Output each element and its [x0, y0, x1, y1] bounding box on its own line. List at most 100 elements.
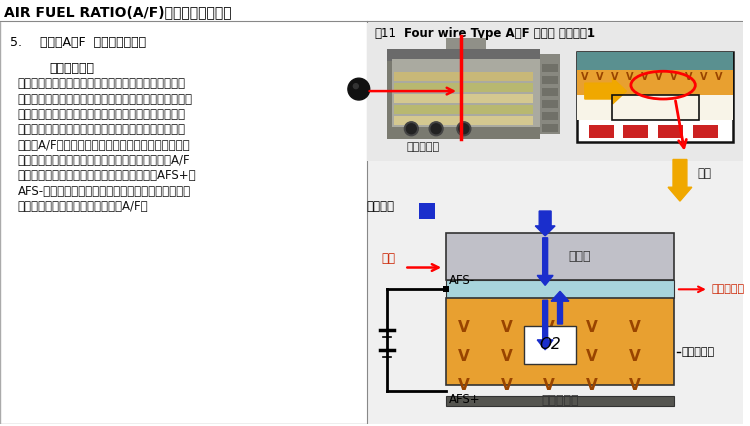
- Bar: [542, 64, 558, 72]
- Text: 电流: 电流: [382, 251, 395, 265]
- Text: V: V: [500, 377, 512, 392]
- Bar: [589, 125, 613, 138]
- FancyArrow shape: [585, 78, 626, 104]
- Text: V: V: [610, 72, 618, 82]
- FancyArrow shape: [536, 211, 555, 236]
- Circle shape: [353, 83, 358, 89]
- Text: V: V: [656, 72, 663, 82]
- Text: 基本工作原理: 基本工作原理: [50, 62, 94, 75]
- Text: V: V: [586, 377, 598, 392]
- Bar: [542, 100, 558, 108]
- Text: V: V: [458, 349, 470, 364]
- Bar: [394, 105, 533, 114]
- Text: V: V: [543, 320, 555, 335]
- Text: 相对应的氧气就会通过氧化锆元件。由于通过AFS+与: 相对应的氧气就会通过氧化锆元件。由于通过AFS+与: [18, 170, 196, 182]
- Bar: [524, 326, 576, 364]
- Bar: [394, 72, 533, 81]
- Bar: [577, 52, 734, 141]
- Bar: [542, 76, 558, 84]
- Text: 持理论空燃比，加载电压后使氧气移动时，与排气A/F: 持理论空燃比，加载电压后使氧气移动时，与排气A/F: [18, 154, 190, 167]
- Circle shape: [457, 122, 471, 136]
- Text: V: V: [628, 377, 640, 392]
- Text: V: V: [581, 72, 589, 82]
- Text: V: V: [700, 72, 707, 82]
- Bar: [394, 116, 533, 125]
- Text: V: V: [458, 377, 470, 392]
- Bar: [446, 233, 674, 280]
- Text: V: V: [500, 320, 512, 335]
- Circle shape: [429, 122, 443, 136]
- FancyArrow shape: [537, 238, 553, 285]
- Text: 因此，对氧化锆元件加载电压，当浓度低时（混合气稀）: 因此，对氧化锆元件加载电压，当浓度低时（混合气稀）: [18, 92, 193, 106]
- Bar: [386, 49, 540, 138]
- Text: AFS+: AFS+: [449, 393, 481, 406]
- Bar: [386, 49, 540, 61]
- FancyArrow shape: [668, 159, 692, 201]
- Text: 进入排气检测室的排出气体，被扩散层控制在一定量，: 进入排气检测室的排出气体，被扩散层控制在一定量，: [18, 77, 186, 90]
- Bar: [542, 112, 558, 120]
- Text: 将排气检测的氧气吸到大气检测室，而在浓度高时从大: 将排气检测的氧气吸到大气检测室，而在浓度高时从大: [18, 108, 186, 121]
- Text: Four wire Type A／F 传感器 工作原理1: Four wire Type A／F 传感器 工作原理1: [404, 27, 596, 40]
- Circle shape: [459, 124, 469, 134]
- Text: 四线型A／F  传感器工作原理: 四线型A／F 传感器工作原理: [40, 36, 146, 49]
- Text: V: V: [586, 349, 598, 364]
- Text: 排出气体: 排出气体: [367, 199, 394, 213]
- Text: V: V: [628, 320, 640, 335]
- Text: 气导入室吸入到排气检测室内，这样就可以用排气检测: 气导入室吸入到排气检测室内，这样就可以用排气检测: [18, 123, 186, 136]
- Circle shape: [431, 124, 441, 134]
- Text: V: V: [715, 72, 722, 82]
- Text: O2: O2: [539, 337, 561, 352]
- Bar: [446, 37, 486, 49]
- Text: V: V: [685, 72, 692, 82]
- Text: V: V: [543, 377, 555, 392]
- Bar: [577, 95, 734, 120]
- Text: 观察此断面: 观察此断面: [406, 141, 439, 152]
- Bar: [542, 124, 558, 132]
- Text: V: V: [543, 349, 555, 364]
- Text: 氧化锆元件: 氧化锆元件: [682, 347, 715, 357]
- Bar: [540, 55, 560, 134]
- Bar: [577, 70, 734, 95]
- Bar: [394, 94, 533, 103]
- Bar: [658, 125, 683, 138]
- Text: 图11: 图11: [375, 27, 397, 40]
- Bar: [419, 203, 435, 219]
- Bar: [542, 88, 558, 96]
- Text: 室内的A/F来得到理论空燃比。为了使排气检测室内保: 室内的A/F来得到理论空燃比。为了使排气检测室内保: [18, 138, 190, 152]
- Bar: [392, 59, 540, 127]
- Bar: [446, 298, 674, 386]
- Text: 大气检测室: 大气检测室: [542, 394, 579, 407]
- Bar: [623, 125, 648, 138]
- Bar: [611, 95, 699, 120]
- Bar: [367, 21, 743, 424]
- Bar: [693, 125, 718, 138]
- Bar: [443, 286, 449, 292]
- Text: AIR FUEL RATIO(A/F)传感器结构与功能: AIR FUEL RATIO(A/F)传感器结构与功能: [4, 5, 232, 19]
- FancyArrow shape: [551, 291, 569, 324]
- Text: V: V: [586, 320, 598, 335]
- Text: 扩大: 扩大: [698, 167, 712, 180]
- Text: V: V: [670, 72, 678, 82]
- Text: V: V: [628, 349, 640, 364]
- Text: AFS-间的电流值与其氧气量是成比例的，因此通过测: AFS-间的电流值与其氧气量是成比例的，因此通过测: [18, 185, 191, 198]
- FancyArrow shape: [537, 300, 553, 350]
- Text: V: V: [626, 72, 633, 82]
- Text: 排气检测室: 排气检测室: [712, 284, 745, 294]
- Text: V: V: [596, 72, 604, 82]
- Circle shape: [406, 124, 416, 134]
- Bar: [367, 23, 743, 161]
- Text: AFS-: AFS-: [449, 274, 476, 288]
- Bar: [0, 2, 743, 21]
- Text: 5.: 5.: [10, 36, 22, 49]
- Text: 定电流，就可以得到此时的排气的A/F。: 定电流，就可以得到此时的排气的A/F。: [18, 200, 148, 213]
- Bar: [446, 396, 674, 406]
- Text: V: V: [458, 320, 470, 335]
- Circle shape: [404, 122, 418, 136]
- Text: V: V: [640, 72, 648, 82]
- Text: 扩散层: 扩散层: [568, 250, 591, 263]
- Bar: [446, 280, 674, 298]
- Bar: [577, 52, 734, 70]
- Bar: [394, 83, 533, 92]
- Text: V: V: [500, 349, 512, 364]
- Circle shape: [348, 78, 370, 100]
